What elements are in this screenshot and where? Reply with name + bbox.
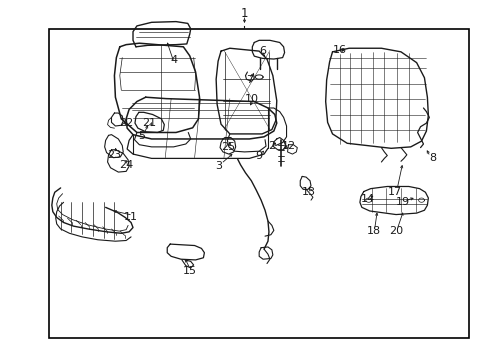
Text: 16: 16 xyxy=(332,45,346,55)
Text: 22: 22 xyxy=(119,118,133,128)
Text: 5: 5 xyxy=(138,131,145,141)
Text: 10: 10 xyxy=(245,94,259,104)
Text: 9: 9 xyxy=(255,150,262,161)
Text: 15: 15 xyxy=(183,266,196,276)
Text: 14: 14 xyxy=(360,194,374,204)
Text: 11: 11 xyxy=(124,212,138,222)
Text: 4: 4 xyxy=(170,55,177,66)
Text: 1: 1 xyxy=(240,7,248,20)
Text: 3: 3 xyxy=(215,161,222,171)
Text: 20: 20 xyxy=(388,226,402,236)
Text: 24: 24 xyxy=(119,160,133,170)
Text: 25: 25 xyxy=(221,142,234,152)
Text: 13: 13 xyxy=(302,187,315,197)
Text: 12: 12 xyxy=(281,141,295,151)
Text: 18: 18 xyxy=(366,226,380,236)
Bar xyxy=(49,29,468,338)
Text: 17: 17 xyxy=(387,186,401,197)
Text: 8: 8 xyxy=(429,153,436,163)
Text: 6: 6 xyxy=(259,46,265,57)
Text: 7: 7 xyxy=(245,75,252,85)
Text: 21: 21 xyxy=(142,118,156,128)
Text: 19: 19 xyxy=(395,197,409,207)
Text: 23: 23 xyxy=(107,150,121,160)
Text: 2: 2 xyxy=(268,141,275,151)
